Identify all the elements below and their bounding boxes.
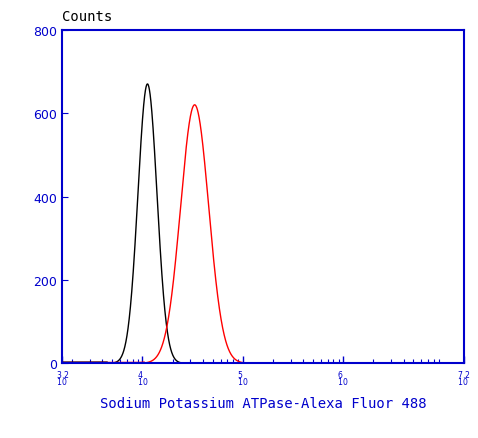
Text: Counts: Counts [62, 10, 112, 24]
X-axis label: Sodium Potassium ATPase-Alexa Fluor 488: Sodium Potassium ATPase-Alexa Fluor 488 [99, 396, 426, 410]
